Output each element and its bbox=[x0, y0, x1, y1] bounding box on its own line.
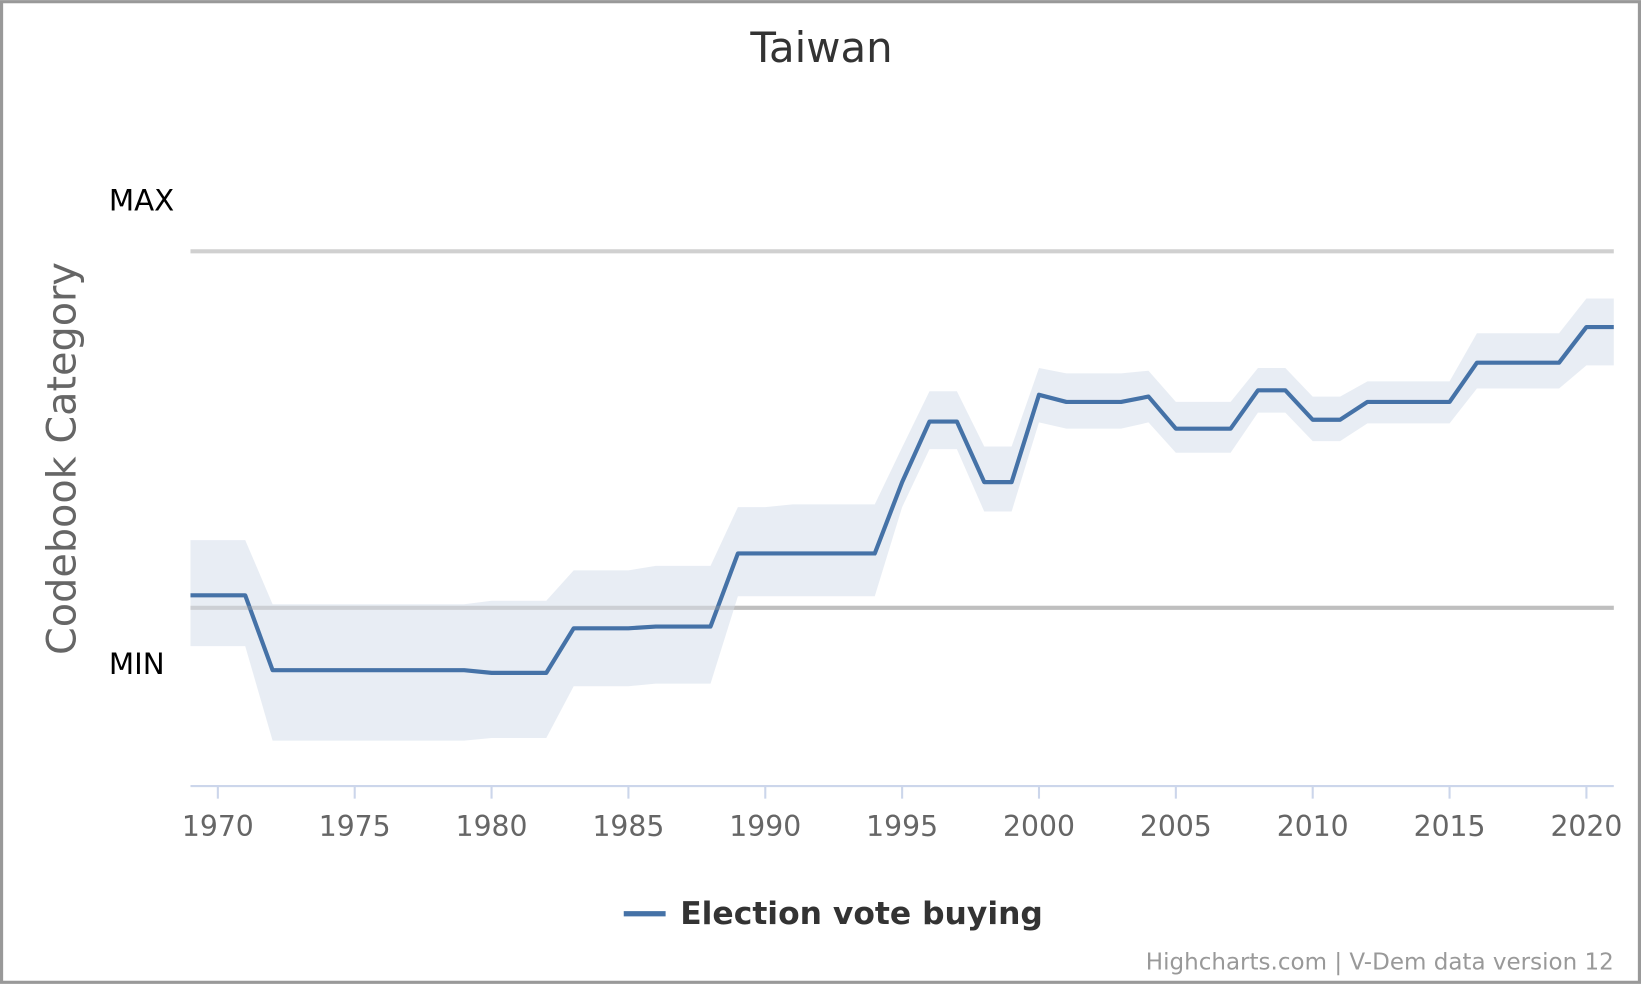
x-tick-label: 1995 bbox=[866, 810, 938, 843]
data-line bbox=[190, 324, 1614, 675]
credits: Highcharts.com | V-Dem data version 12 bbox=[1146, 949, 1614, 975]
x-tick-label: 2005 bbox=[1140, 810, 1212, 843]
y-axis-title: Codebook Category bbox=[39, 262, 85, 655]
x-tick-label: 2020 bbox=[1550, 810, 1622, 843]
x-tick-label: 1985 bbox=[592, 810, 664, 843]
legend-label: Election vote buying bbox=[680, 896, 1043, 932]
x-tick-label: 2010 bbox=[1277, 810, 1349, 843]
y-tick-label: MAX bbox=[109, 184, 174, 218]
x-tick-label: 1980 bbox=[456, 810, 528, 843]
confidence-band bbox=[190, 298, 1614, 741]
y-tick-label: MIN bbox=[109, 647, 165, 681]
x-tick-label: 2015 bbox=[1414, 810, 1486, 843]
chart-title: Taiwan bbox=[749, 23, 892, 72]
x-tick-label: 1990 bbox=[729, 810, 801, 843]
x-tick-label: 1975 bbox=[319, 810, 391, 843]
x-tick-label: 1970 bbox=[182, 810, 254, 843]
x-tick-label: 2000 bbox=[1003, 810, 1075, 843]
